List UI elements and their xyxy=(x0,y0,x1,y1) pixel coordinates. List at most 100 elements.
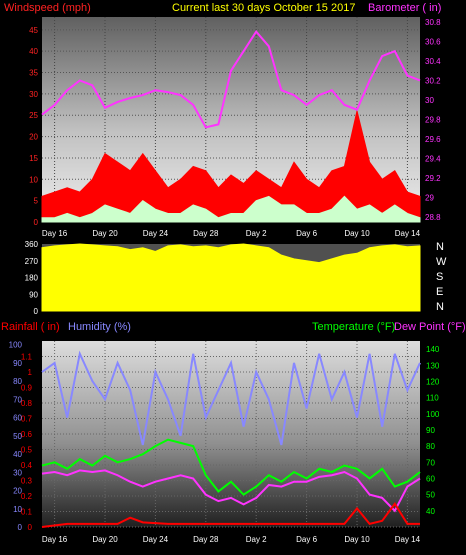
direction-letter: N xyxy=(436,301,444,313)
humidity-tick-label: 80 xyxy=(13,377,22,386)
humidity-tick-label: 50 xyxy=(13,432,22,441)
wind-speed-series xyxy=(41,195,421,223)
baro-tick-label: 29.8 xyxy=(425,116,441,125)
temperature-tick-label: 120 xyxy=(426,377,440,386)
baro-tick-label: 30.4 xyxy=(425,57,441,66)
temperature-tick-label: 40 xyxy=(426,507,435,516)
temperature-tick-label: 50 xyxy=(426,491,435,500)
wind-tick-label: 30 xyxy=(29,90,38,99)
barometer-series xyxy=(41,29,421,129)
wind-gust-area xyxy=(41,110,421,223)
humidity-tick-label: 20 xyxy=(13,487,22,496)
wind-x-tick-label: Day 16 xyxy=(42,229,68,238)
baro-tick-label: 29.6 xyxy=(425,135,441,144)
wind-left-ticks: 0 5 10 15 20 25 30 35 40 45 xyxy=(29,26,38,227)
temperature-tick-label: 130 xyxy=(426,361,440,370)
lower-x-tick-label: Day 2 xyxy=(246,535,267,544)
direction-tick-label: 360 xyxy=(25,240,39,249)
wind-speed-area xyxy=(41,195,421,223)
wind-x-ticks: Day 16 Day 20 Day 24 Day 28 Day 2 Day 6 Day 10… xyxy=(42,229,421,238)
direction-letter: N xyxy=(436,241,444,253)
lower-x-tick-label: Day 6 xyxy=(296,535,317,544)
wind-x-tick-label: Day 10 xyxy=(344,229,370,238)
direction-letter: S xyxy=(436,271,443,283)
temperature-tick-label: 90 xyxy=(426,426,435,435)
direction-tick-label: 90 xyxy=(29,290,38,299)
rain-tick-label: 0.4 xyxy=(21,461,33,470)
baro-tick-label: 30.2 xyxy=(425,76,441,85)
direction-letter: E xyxy=(436,286,443,298)
wind-direction-area xyxy=(41,243,421,312)
direction-ticks: 0 90 180 270 360 xyxy=(25,240,39,316)
wind-direction-series xyxy=(41,243,421,312)
wind-gust-series xyxy=(41,110,421,223)
dewpoint-series xyxy=(41,469,421,513)
temperature-series xyxy=(41,438,421,496)
rain-axis-title: Rainfall ( in) xyxy=(1,321,60,333)
rain-tick-label: 1 xyxy=(28,368,33,377)
humidity-tick-label: 0 xyxy=(18,523,23,532)
lower-x-tick-label: Day 16 xyxy=(42,535,68,544)
rain-tick-label: 0.8 xyxy=(21,399,33,408)
wind-tick-label: 5 xyxy=(34,197,39,206)
rainfall-series xyxy=(41,501,420,528)
wind-tick-label: 45 xyxy=(29,26,38,35)
baro-tick-label: 28.8 xyxy=(425,213,441,222)
humidity-line xyxy=(41,350,421,446)
wind-tick-label: 40 xyxy=(29,47,38,56)
wind-x-tick-label: Day 20 xyxy=(92,229,118,238)
baro-tick-label: 29.2 xyxy=(425,174,441,183)
temperature-ticks: 40 50 60 70 80 90 100 110 120 130 140 xyxy=(426,345,440,516)
rain-tick-label: 0.3 xyxy=(21,477,33,486)
temperature-line xyxy=(41,438,421,496)
rainfall-line xyxy=(41,501,420,528)
temperature-tick-label: 80 xyxy=(426,442,435,451)
humidity-tick-label: 40 xyxy=(13,450,22,459)
humidity-tick-label: 30 xyxy=(13,468,22,477)
rain-tick-label: 0.2 xyxy=(21,492,33,501)
lower-x-tick-label: Day 28 xyxy=(193,535,219,544)
rain-ticks: 0 0.1 0.2 0.3 0.4 0.5 0.6 0.7 0.8 0.9 1 1.1 xyxy=(21,353,33,533)
wind-x-tick-label: Day 2 xyxy=(246,229,267,238)
humidity-tick-label: 90 xyxy=(13,359,22,368)
rain-tick-label: 0.1 xyxy=(21,508,33,517)
direction-letter: W xyxy=(436,256,447,268)
rain-tick-label: 0.5 xyxy=(21,446,33,455)
baro-tick-label: 29 xyxy=(425,194,434,203)
rain-tick-label: 0.9 xyxy=(21,384,33,393)
baro-tick-label: 30.8 xyxy=(425,18,441,27)
baro-tick-label: 30 xyxy=(425,96,434,105)
direction-tick-label: 0 xyxy=(34,307,39,316)
wind-tick-label: 20 xyxy=(29,133,38,142)
wind-tick-label: 10 xyxy=(29,175,38,184)
wind-x-tick-label: Day 14 xyxy=(395,229,421,238)
wind-tick-label: 0 xyxy=(34,218,39,227)
lower-x-ticks: Day 16 Day 20 Day 24 Day 28 Day 2 Day 6 Day 10… xyxy=(42,535,421,544)
dewpoint-axis-title: Dew Point (°F) xyxy=(394,321,466,333)
rain-tick-label: 0.7 xyxy=(21,415,33,424)
wind-x-tick-label: Day 24 xyxy=(143,229,169,238)
wind-axis-title: Windspeed (mph) xyxy=(4,2,91,14)
rain-tick-label: 0 xyxy=(28,523,33,532)
humidity-axis-title: Humidity (%) xyxy=(68,321,131,333)
humidity-tick-label: 60 xyxy=(13,414,22,423)
temperature-tick-label: 140 xyxy=(426,345,440,354)
lower-x-tick-label: Day 24 xyxy=(143,535,169,544)
humidity-tick-label: 10 xyxy=(13,505,22,514)
humidity-tick-label: 100 xyxy=(9,341,23,350)
lower-x-tick-label: Day 10 xyxy=(344,535,370,544)
wind-x-tick-label: Day 6 xyxy=(296,229,317,238)
temperature-tick-label: 70 xyxy=(426,458,435,467)
temperature-tick-label: 100 xyxy=(426,410,440,419)
dewpoint-line xyxy=(41,469,421,513)
temperature-tick-label: 110 xyxy=(426,394,439,403)
baro-tick-label: 30.6 xyxy=(425,37,441,46)
baro-right-ticks: 28.8 29 29.2 29.4 29.6 29.8 30 30.2 30.4 30.6 30.8 xyxy=(425,18,441,222)
humidity-tick-label: 70 xyxy=(13,395,22,404)
lower-x-tick-label: Day 14 xyxy=(395,535,421,544)
baro-tick-label: 29.4 xyxy=(425,155,441,164)
baro-axis-title: Barometer ( in) xyxy=(368,2,441,14)
direction-tick-label: 180 xyxy=(25,274,39,283)
